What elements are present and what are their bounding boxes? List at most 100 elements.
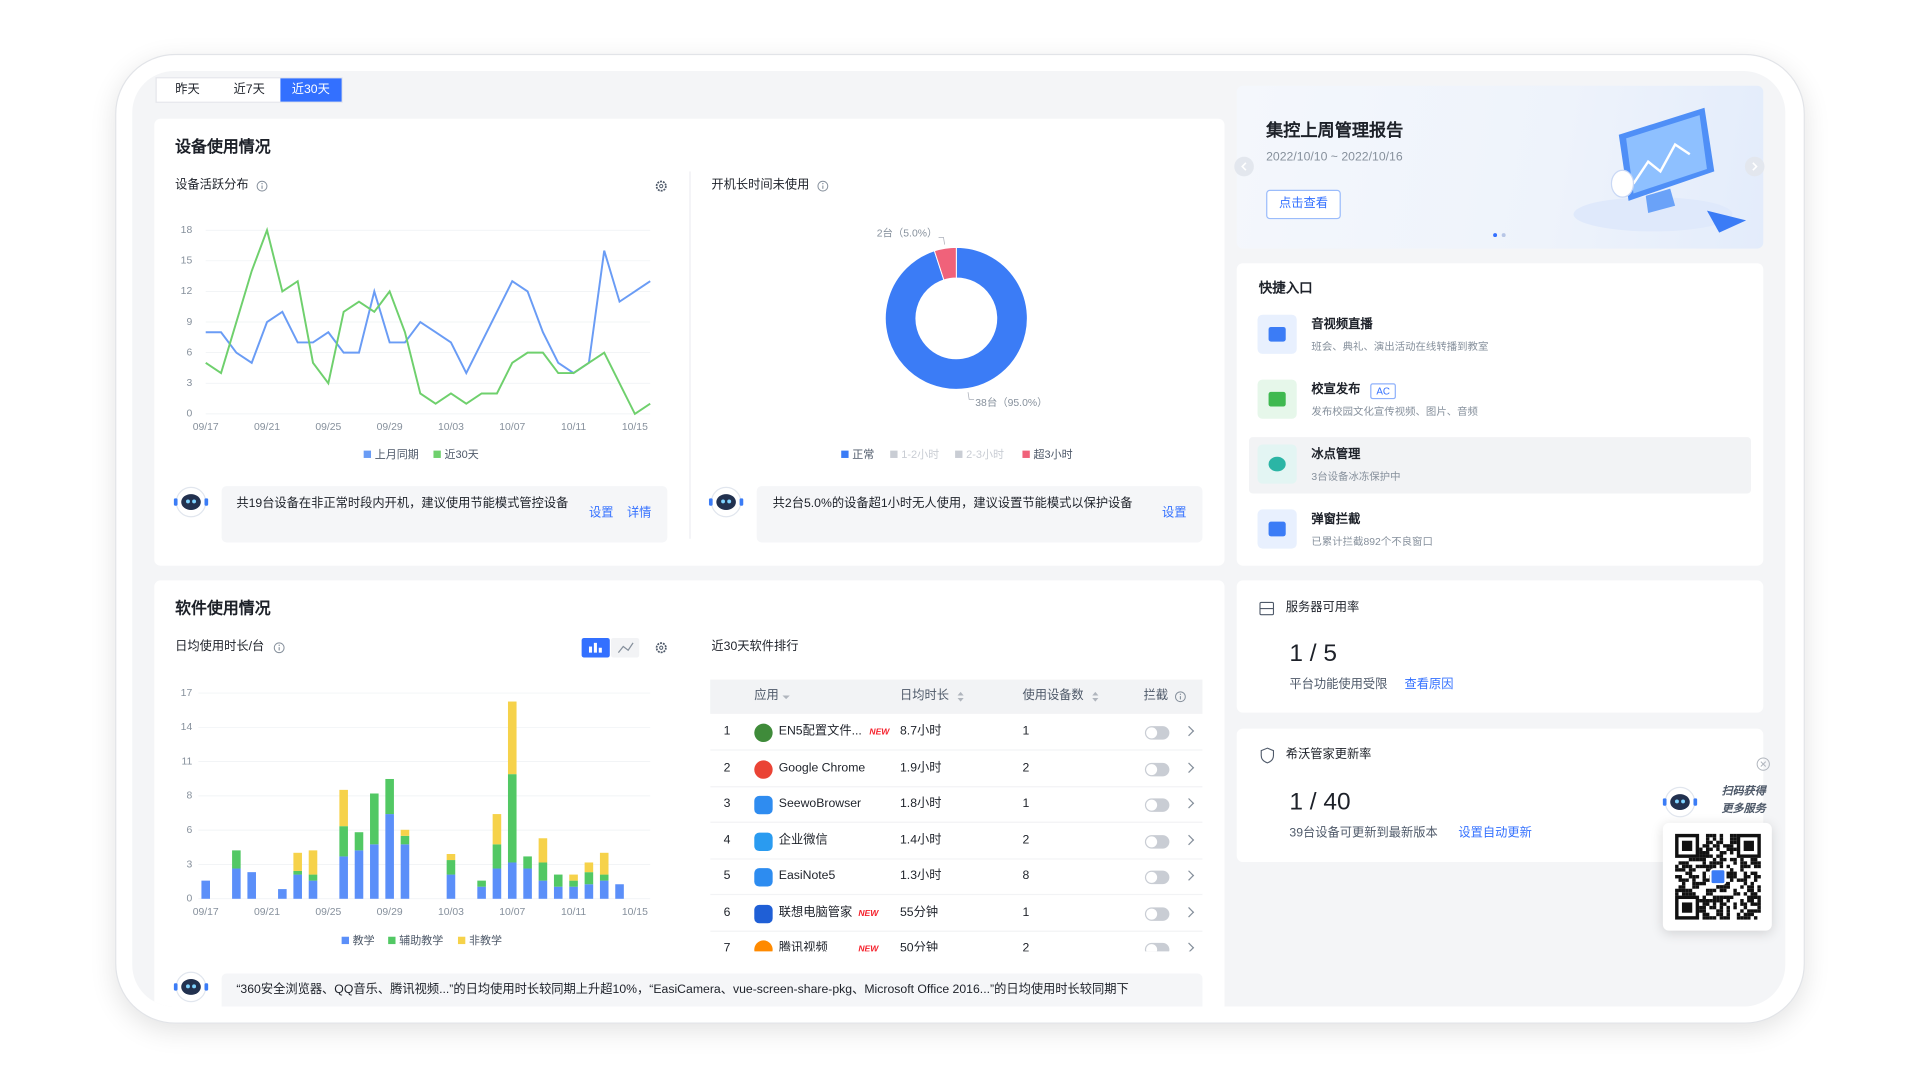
carousel-arrow[interactable] xyxy=(1234,156,1254,177)
intercept-toggle[interactable] xyxy=(1144,726,1170,740)
qr-module xyxy=(1753,916,1758,920)
qr-module xyxy=(1712,899,1717,903)
bar-segment xyxy=(400,829,410,836)
rank: 7 xyxy=(723,941,731,952)
qr-module xyxy=(1688,864,1693,869)
qr-module xyxy=(1681,861,1686,865)
settings-icon[interactable] xyxy=(655,642,667,654)
qr-module xyxy=(1723,916,1727,920)
rank: 1 xyxy=(723,724,731,739)
qr-module xyxy=(1757,864,1761,869)
qr-module xyxy=(1726,881,1730,886)
intercept-toggle[interactable] xyxy=(1144,798,1170,812)
settings-icon[interactable] xyxy=(655,180,667,192)
bar-segment xyxy=(308,850,318,875)
qr-module xyxy=(1733,833,1737,838)
tab[interactable]: 近7天 xyxy=(233,83,265,97)
table-row: 4 企业微信 1.4小时 2 xyxy=(710,823,1203,859)
link[interactable]: 查看原因 xyxy=(1404,678,1454,692)
close-icon[interactable] xyxy=(1756,757,1770,771)
intercept-toggle[interactable] xyxy=(1144,906,1170,921)
table-row: 2 Google Chrome 1.9小时 2 xyxy=(710,751,1203,787)
qr-module xyxy=(1685,861,1689,865)
qr-module xyxy=(1743,905,1748,910)
qr-module xyxy=(1705,912,1710,917)
section-title: 设备活跃分布 xyxy=(175,178,249,193)
column-header[interactable]: 拦截 xyxy=(1143,689,1169,703)
banner-title: 集控上周管理报告 xyxy=(1266,120,1404,140)
intercept-toggle[interactable] xyxy=(1144,834,1170,848)
toggle-knob xyxy=(1146,763,1158,775)
intercept-toggle[interactable] xyxy=(1144,870,1170,885)
banner-button[interactable]: 点击查看 xyxy=(1266,189,1341,220)
link[interactable]: 详情 xyxy=(626,506,652,521)
qr-module xyxy=(1702,844,1706,848)
qr-module xyxy=(1702,875,1706,879)
app-icon xyxy=(754,940,773,952)
carousel-arrow[interactable] xyxy=(1744,156,1765,177)
qr-module xyxy=(1743,881,1748,886)
section-title: 近30天软件排行 xyxy=(711,640,799,654)
sort-icon xyxy=(957,691,964,696)
qr-module xyxy=(1702,895,1706,900)
qr-module xyxy=(1705,847,1710,852)
bar-segment xyxy=(446,854,456,861)
button-glyph xyxy=(593,642,597,653)
qr-module xyxy=(1695,885,1700,889)
bar-segment xyxy=(492,814,502,845)
qr-module xyxy=(1733,847,1737,852)
legend-swatch xyxy=(457,936,466,945)
robot-eye xyxy=(721,499,726,504)
link[interactable]: 设置自动更新 xyxy=(1458,826,1532,841)
qr-module xyxy=(1750,912,1754,917)
quick-item[interactable]: 音视频直播 班会、典礼、演出活动在线转播到教室 xyxy=(1249,307,1751,363)
column-header[interactable]: 日均时长 xyxy=(900,689,949,703)
link[interactable]: 设置 xyxy=(588,506,614,521)
illustration-robot xyxy=(1610,169,1635,198)
qr-module xyxy=(1699,909,1703,913)
device-count: 8 xyxy=(1022,869,1030,883)
column-header[interactable]: 应用 xyxy=(754,689,779,703)
link[interactable]: 设置 xyxy=(1162,506,1187,521)
robot-eye xyxy=(1674,799,1679,804)
device-count: 1 xyxy=(1022,724,1030,739)
intercept-toggle[interactable] xyxy=(1144,942,1170,952)
tab[interactable]: 昨天 xyxy=(175,83,200,97)
legend-swatch xyxy=(388,936,396,945)
quick-item[interactable]: 校宣发布 AC 发布校园文化宣传视频、图片、音频 xyxy=(1249,372,1751,428)
info-dot xyxy=(822,183,824,185)
qr-module xyxy=(1675,892,1679,896)
qr-module xyxy=(1733,837,1737,841)
robot-ear xyxy=(708,498,713,506)
qr-module xyxy=(1705,837,1710,841)
tab[interactable]: 近30天 xyxy=(279,78,342,102)
assistant-icon xyxy=(173,486,209,518)
qr-caption: 更多服务 xyxy=(1721,802,1766,815)
qr-module xyxy=(1705,854,1710,858)
qr-module xyxy=(1678,868,1682,872)
qr-module xyxy=(1719,837,1724,841)
bar-segment xyxy=(553,886,563,899)
rank: 2 xyxy=(723,761,731,775)
qr-module xyxy=(1716,895,1720,900)
column-header[interactable]: 使用设备数 xyxy=(1022,689,1084,703)
qr-module xyxy=(1719,916,1724,920)
x-tick-label: 09/25 xyxy=(315,422,341,433)
info-dot xyxy=(278,644,280,646)
qr-module xyxy=(1747,888,1751,893)
sort-icon xyxy=(1092,691,1099,696)
qr-module xyxy=(1699,905,1703,910)
info-icon xyxy=(1175,691,1186,703)
qr-module xyxy=(1726,885,1730,889)
intercept-toggle[interactable] xyxy=(1144,762,1170,776)
qr-module xyxy=(1723,888,1727,893)
card-title: 服务器可用率 xyxy=(1285,601,1360,615)
quick-item[interactable]: 弹窗拦截 已累计拦截892个不良窗口 xyxy=(1249,502,1751,558)
quick-item[interactable]: 冰点管理 3台设备冰冻保护中 xyxy=(1248,437,1752,494)
duration: 8.7小时 xyxy=(900,724,942,739)
qr-module xyxy=(1726,905,1730,910)
robot-eye xyxy=(192,499,197,504)
qr-module xyxy=(1702,854,1706,858)
qr-finder xyxy=(1675,833,1700,858)
